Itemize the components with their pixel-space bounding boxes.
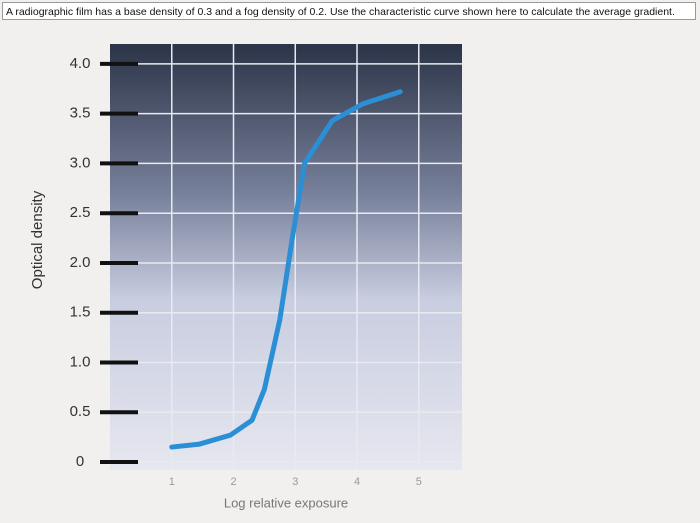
x-tick-label: 5 bbox=[416, 476, 422, 488]
y-tick-label: 2.5 bbox=[70, 204, 91, 221]
x-tick-label: 2 bbox=[230, 476, 236, 488]
y-tick-label: 0 bbox=[76, 453, 84, 470]
x-tick-label: 3 bbox=[292, 476, 298, 488]
y-tick-label: 3.5 bbox=[70, 105, 91, 122]
x-tick-label: 4 bbox=[354, 476, 360, 488]
y-tick-label: 4.0 bbox=[70, 55, 91, 72]
y-tick-label: 1.5 bbox=[70, 304, 91, 321]
plot-area bbox=[110, 44, 462, 470]
y-axis-label: Optical density bbox=[29, 190, 46, 289]
y-tick-label: 3.0 bbox=[70, 154, 91, 171]
question: A radiographic film has a base density o… bbox=[2, 2, 696, 20]
x-tick-label: 1 bbox=[169, 476, 175, 488]
y-tick-label: 2.0 bbox=[70, 254, 91, 271]
curve bbox=[169, 89, 403, 450]
y-tick-label: 1.0 bbox=[70, 353, 91, 370]
x-axis-label: Log relative exposure bbox=[224, 495, 348, 510]
y-tick-label: 0.5 bbox=[70, 403, 91, 420]
